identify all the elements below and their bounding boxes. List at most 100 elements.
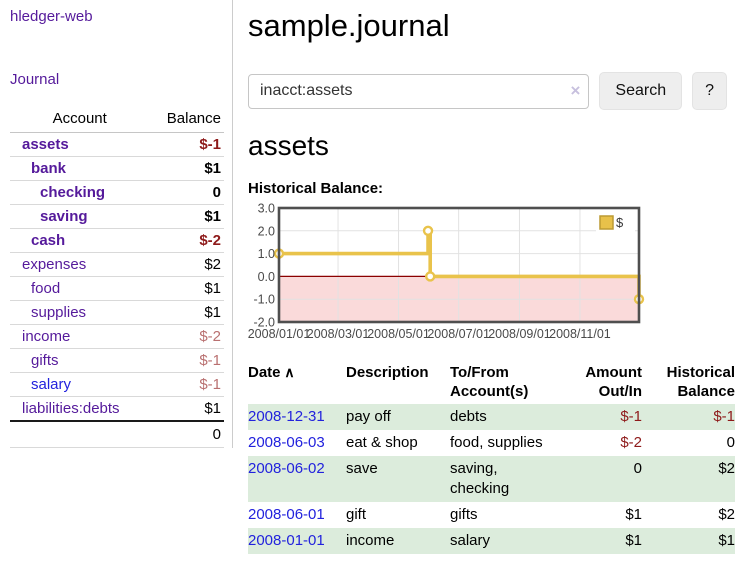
- register-date-link[interactable]: 2008-06-03: [248, 434, 325, 451]
- sidebar-account-row: gifts $-1: [10, 348, 224, 373]
- main-panel: sample.journal × Search ? assets Histori…: [233, 0, 735, 554]
- sidebar-account-balance: $2: [149, 252, 224, 277]
- register-amount: $1: [625, 532, 642, 549]
- register-balance: 0: [726, 434, 735, 451]
- sidebar-account-balance: $-1: [149, 372, 224, 397]
- x-axis-label: 2008/07/01: [427, 327, 490, 341]
- accounts-total-row: 0: [10, 420, 224, 448]
- register-row: 2008-12-31 pay off debts $-1 $-1: [248, 404, 735, 430]
- x-axis-label: 2008/01/01: [248, 327, 311, 341]
- register-row: 2008-01-01 income salary $1 $1: [248, 528, 735, 554]
- balance-chart: $3.0 2.0 1.0 0.0 -1.0 -2.0 2008/01/01 2008/03/0…: [248, 202, 727, 347]
- clear-search-icon[interactable]: ×: [570, 80, 581, 100]
- sidebar-account-link-supplies[interactable]: supplies: [31, 304, 87, 321]
- accounts-table: Account Balance assets $-1 bank $1 checking 0…: [10, 106, 224, 448]
- page-title: sample.journal: [248, 8, 450, 43]
- app: hledger-web Journal Account Balance asse…: [0, 0, 735, 554]
- sidebar-account-link-salary[interactable]: salary: [31, 376, 72, 393]
- sidebar-account-row: saving $1: [10, 204, 224, 229]
- register-row: 2008-06-03 eat & shop food, supplies $-2 0: [248, 430, 735, 456]
- sidebar-account-balance: $1: [149, 204, 224, 229]
- sidebar-account-balance: $-1: [149, 348, 224, 373]
- register-accounts: saving, checking: [450, 460, 510, 497]
- register-amount: $1: [625, 506, 642, 523]
- chart-legend-swatch: [599, 215, 614, 230]
- x-axis-label: 2008/05/01: [367, 327, 430, 341]
- sidebar-account-link-bank[interactable]: bank: [31, 160, 67, 177]
- sidebar-account-balance: $-2: [149, 324, 224, 349]
- register-date-link[interactable]: 2008-01-01: [248, 532, 325, 549]
- register-description: gift: [346, 506, 367, 523]
- register-amount: 0: [633, 460, 642, 477]
- sidebar: hledger-web Journal Account Balance asse…: [0, 0, 233, 448]
- register-balance: $2: [718, 460, 735, 477]
- chart-label: Historical Balance:: [248, 180, 384, 197]
- register-description: income: [346, 532, 395, 549]
- sidebar-account-balance: $1: [204, 400, 221, 417]
- sidebar-account-link-saving[interactable]: saving: [40, 208, 88, 225]
- register-header-to-from: To/From Account(s): [450, 364, 529, 400]
- sidebar-account-link-gifts[interactable]: gifts: [31, 352, 59, 369]
- register-date-link[interactable]: 2008-06-01: [248, 506, 325, 523]
- sidebar-account-link-checking[interactable]: checking: [40, 184, 106, 201]
- search-input[interactable]: [248, 73, 590, 109]
- register-row: 2008-06-01 gift gifts $1 $2: [248, 502, 735, 528]
- sidebar-account-row: supplies $1: [10, 300, 224, 325]
- accounts-total-spacer: [10, 420, 150, 448]
- register-date-link[interactable]: 2008-12-31: [248, 408, 325, 425]
- sidebar-account-link-expenses[interactable]: expenses: [22, 256, 87, 273]
- accounts-header-balance: Balance: [149, 106, 224, 133]
- search-wrap: ×: [248, 73, 590, 109]
- x-axis-label: 2008/03/01: [307, 327, 370, 341]
- help-button[interactable]: ?: [692, 72, 727, 110]
- search-button[interactable]: Search: [599, 72, 683, 110]
- register-balance: $2: [718, 506, 735, 523]
- search-row: × Search ?: [248, 72, 727, 110]
- sidebar-account-balance: $-1: [149, 132, 224, 157]
- register-description: pay off: [346, 408, 391, 425]
- sidebar-account-balance: $-2: [149, 228, 224, 253]
- sidebar-account-link-cash[interactable]: cash: [31, 232, 66, 249]
- app-title-link[interactable]: hledger-web: [10, 8, 93, 25]
- sidebar-account-link-income[interactable]: income: [22, 328, 71, 345]
- register-header-date[interactable]: Date ∧: [248, 364, 295, 381]
- register-balance: $-1: [713, 408, 735, 425]
- sidebar-account-row: liabilities:debts $1: [10, 397, 224, 422]
- sidebar-account-link-assets[interactable]: assets: [22, 136, 69, 153]
- sidebar-account-row: salary $-1: [10, 372, 224, 397]
- register-accounts: food, supplies: [450, 434, 543, 451]
- chart-legend-label: $: [616, 215, 624, 230]
- sidebar-account-link-liabilities-debts[interactable]: liabilities:debts: [22, 400, 120, 417]
- register-accounts: debts: [450, 408, 487, 425]
- register-header-historical: Historical Balance: [666, 364, 735, 400]
- chart-point-marker: [422, 225, 434, 236]
- register-row: 2008-06-02 save saving, checking 0 $2: [248, 456, 735, 502]
- register-description: save: [346, 460, 378, 477]
- register-date-link[interactable]: 2008-06-02: [248, 460, 325, 477]
- sidebar-account-balance: $1: [149, 300, 224, 325]
- register-description: eat & shop: [346, 434, 418, 451]
- register-header-row: Date ∧ Description To/From Account(s) Amount…: [248, 361, 735, 404]
- sidebar-account-balance: 0: [149, 180, 224, 205]
- journal-link[interactable]: Journal: [10, 71, 60, 88]
- register-accounts: salary: [450, 532, 491, 549]
- y-axis-label: 3.0: [258, 202, 275, 216]
- chart-point-marker: [424, 271, 436, 282]
- accounts-body: assets $-1 bank $1 checking 0 saving $1 cash $-2 e…: [10, 132, 224, 422]
- sidebar-account-balance: $1: [149, 276, 224, 301]
- sidebar-account-link-food[interactable]: food: [31, 280, 61, 297]
- balance-chart-svg: $3.0 2.0 1.0 0.0 -1.0 -2.02008/01/012008/03/0…: [248, 202, 645, 341]
- accounts-header-row: Account Balance: [10, 106, 224, 133]
- register-header-amount: Amount Out/In: [585, 364, 642, 400]
- accounts-header-account: Account: [10, 106, 150, 133]
- y-axis-label: 0.0: [258, 270, 275, 284]
- sidebar-account-row: bank $1: [10, 156, 224, 181]
- y-axis-label: -1.0: [253, 293, 275, 307]
- register-table: Date ∧ Description To/From Account(s) Amount…: [248, 361, 735, 554]
- sort-asc-icon: ∧: [280, 364, 295, 380]
- register-amount: $-2: [620, 434, 642, 451]
- sidebar-account-row: cash $-2: [10, 228, 224, 253]
- register-accounts: gifts: [450, 506, 478, 523]
- sidebar-account-row: food $1: [10, 276, 224, 301]
- register-balance: $1: [718, 532, 735, 549]
